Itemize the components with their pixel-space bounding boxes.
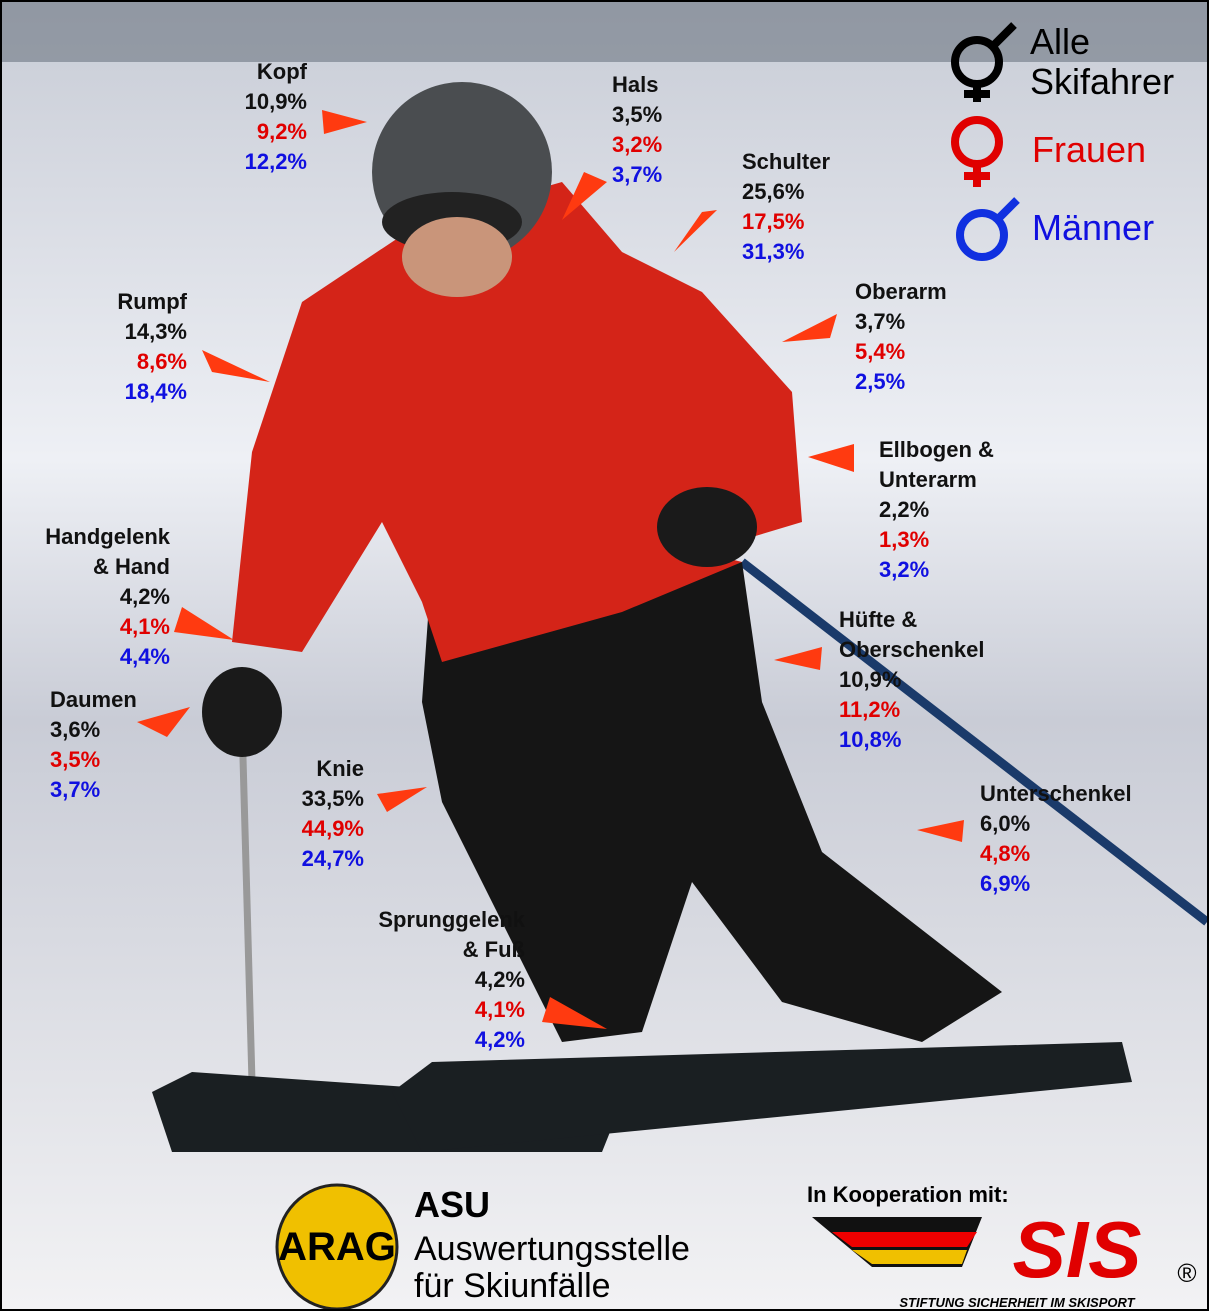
label-line: 44,9% xyxy=(302,814,364,844)
label-line: 3,5% xyxy=(50,745,137,775)
infographic: ARAG ASU Auswertungsstelle für Skiunfäll… xyxy=(0,0,1209,1311)
label-line: 8,6% xyxy=(117,347,187,377)
label-line: 33,5% xyxy=(302,784,364,814)
logo-text: ARAG xyxy=(278,1225,396,1269)
label-line: 17,5% xyxy=(742,207,830,237)
label-line: 2,2% xyxy=(879,495,994,525)
label-line: 10,8% xyxy=(839,725,985,755)
label-line: Kopf xyxy=(245,57,307,87)
label-line: 4,1% xyxy=(45,612,170,642)
label-line: & Hand xyxy=(45,552,170,582)
legend-men: Männer xyxy=(1032,208,1154,248)
label-line: 4,2% xyxy=(45,582,170,612)
legend-text: Alle xyxy=(1030,22,1174,62)
label-line: Unterschenkel xyxy=(980,779,1132,809)
label-line: 4,2% xyxy=(378,965,525,995)
label-line: Daumen xyxy=(50,685,137,715)
label-line: 24,7% xyxy=(302,844,364,874)
label-line: 1,3% xyxy=(879,525,994,555)
label-line: 10,9% xyxy=(839,665,985,695)
label-line: 3,5% xyxy=(612,100,662,130)
label-line: Rumpf xyxy=(117,287,187,317)
label-line: 4,8% xyxy=(980,839,1132,869)
sis: SIS xyxy=(1013,1205,1142,1294)
label-line: Sprunggelenk xyxy=(378,905,525,935)
org-line: Auswertungsstelle xyxy=(414,1230,690,1268)
label-line: 4,1% xyxy=(378,995,525,1025)
label-line: Unterarm xyxy=(879,465,994,495)
label-line: 10,9% xyxy=(245,87,307,117)
label-line: 9,2% xyxy=(245,117,307,147)
label-line: Handgelenk xyxy=(45,522,170,552)
label-line: 3,2% xyxy=(879,555,994,585)
label-line: Hüfte & xyxy=(839,605,985,635)
coop: In Kooperation mit: xyxy=(807,1182,1009,1207)
label-line: 6,9% xyxy=(980,869,1132,899)
label-line: 3,6% xyxy=(50,715,137,745)
label-line: Oberarm xyxy=(855,277,947,307)
label-line: Knie xyxy=(302,754,364,784)
label-line: Ellbogen & xyxy=(879,435,994,465)
legend-women: Frauen xyxy=(1032,130,1146,170)
label-line: 14,3% xyxy=(117,317,187,347)
label-line: 2,5% xyxy=(855,367,947,397)
org: ASU xyxy=(414,1184,490,1225)
label-line: 6,0% xyxy=(980,809,1132,839)
label-line: 3,7% xyxy=(612,160,662,190)
label-line: 5,4% xyxy=(855,337,947,367)
label-line: 25,6% xyxy=(742,177,830,207)
label-line: 3,7% xyxy=(855,307,947,337)
label-line: & Fuß xyxy=(378,935,525,965)
label-line: 31,3% xyxy=(742,237,830,267)
label-line: 12,2% xyxy=(245,147,307,177)
label-line: Oberschenkel xyxy=(839,635,985,665)
scene: ARAG ASU Auswertungsstelle für Skiunfäll… xyxy=(2,2,1207,1309)
label-line: 4,2% xyxy=(378,1025,525,1055)
label-line: 4,4% xyxy=(45,642,170,672)
label-line: Hals xyxy=(612,70,662,100)
label-line: Schulter xyxy=(742,147,830,177)
legend-text: Skifahrer xyxy=(1030,62,1174,102)
label-line: 18,4% xyxy=(117,377,187,407)
label-line: 3,2% xyxy=(612,130,662,160)
sis-sub: STIFTUNG SICHERHEIT IM SKISPORT xyxy=(899,1295,1135,1309)
label-line: 3,7% xyxy=(50,775,137,805)
org-line: für Skiunfälle xyxy=(414,1267,611,1305)
label-line: 11,2% xyxy=(839,695,985,725)
registered: ® xyxy=(1177,1258,1196,1288)
